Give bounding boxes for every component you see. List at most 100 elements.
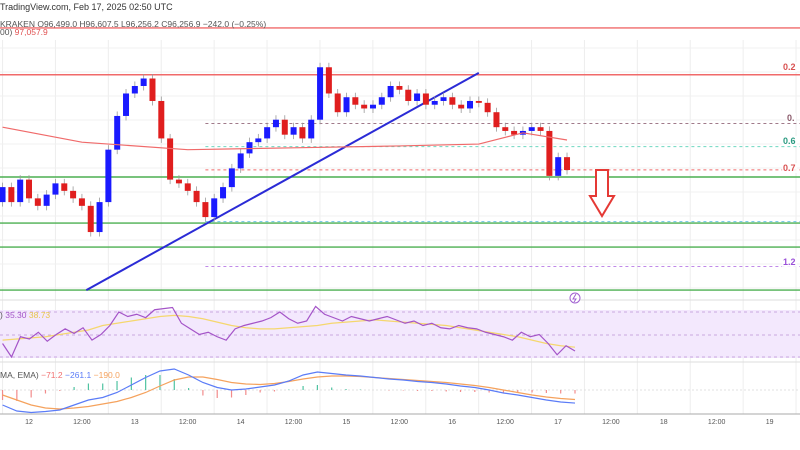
ma-value: 97,057.9 [14,27,48,37]
candle [34,198,41,206]
macd-hist-value: −71.2 [41,370,63,380]
rsi-band [0,310,800,358]
candle [458,104,465,109]
candle [334,93,341,113]
candle [431,100,438,105]
fib-label: 0.6 [782,136,797,146]
candle [281,119,288,135]
candle [317,67,324,120]
candle [564,157,571,170]
candle [484,102,491,113]
candle [343,97,350,113]
candle [17,179,24,203]
fib-label: 1.2 [782,257,797,267]
candle [511,130,518,135]
rsi-label: ) [0,310,3,320]
fib-label: 0.7 [782,163,797,173]
candle [184,183,191,191]
candle [414,93,421,101]
trendline [85,72,480,291]
candle [175,179,182,184]
candle [361,104,368,109]
x-tick-label: 14 [236,419,245,426]
x-tick-label: 12:00 [707,419,726,426]
candle [537,127,544,131]
candle [528,127,535,131]
candle [467,100,473,109]
x-tick-label: 15 [342,419,351,426]
candle [87,205,94,233]
x-tick-label: 12:00 [390,419,409,426]
candle [299,127,306,139]
candle [220,187,227,199]
candle [26,179,32,199]
candle [555,157,562,176]
candle [290,127,297,135]
x-tick-label: 12:00 [73,419,91,426]
candle [493,112,500,128]
candle [158,100,165,139]
candle [52,183,59,195]
candle [255,138,262,143]
candle [308,119,315,139]
fib-label: 0.2 [782,62,797,72]
x-tick-label: 12:00 [496,419,514,426]
candle [0,187,6,203]
macd-value: −261.1 [65,370,92,380]
x-tick-label: 13 [130,419,139,426]
ma-label: 00) [0,27,13,37]
candle [140,78,147,86]
down-arrow-annotation [588,169,616,218]
candle [131,85,138,94]
x-tick-label: 17 [554,419,562,426]
candle [396,85,403,90]
change-value: −242.0 (−0.25%) [202,19,267,29]
candle [325,67,332,94]
candle [264,127,271,139]
exchange-label: KRAKEN [0,19,35,29]
candle [43,194,50,206]
candle [96,202,103,233]
open-value: O96,499.0 [37,19,78,29]
candle [246,142,253,154]
candle [78,198,85,206]
x-tick-label: 12:00 [284,419,303,426]
macd-label: MA, EMA) [0,370,39,380]
candle [105,149,112,203]
candle [387,85,394,98]
candle [193,190,200,203]
candle [405,89,412,101]
candle [202,202,209,218]
candle [378,97,385,105]
x-tick-label: 19 [765,419,774,426]
moving-average-line [2,126,568,151]
candle [70,190,77,199]
source-watermark: TradingView.com, Feb 17, 2025 02:50 UTC [0,2,173,12]
candle [61,183,68,191]
rsi-value: 35.30 [5,310,27,320]
candle [123,93,130,116]
candle [167,138,174,180]
lightning-icon-glyph [572,293,577,303]
x-tick-label: 12:00 [602,419,620,426]
candle [369,104,376,109]
rsi-line [2,305,576,359]
x-tick-label: 16 [448,419,457,426]
lightning-icon [569,292,581,304]
signal-value: −190.0 [93,370,120,380]
low-value: L96,256.2 [121,19,159,29]
candle [546,130,553,176]
candle [114,115,121,150]
fib-label: 0. [786,113,796,123]
candle [440,97,447,101]
candle [211,198,218,218]
x-tick-label: 12 [25,419,33,426]
rsi-ma-line [2,314,576,348]
candle [237,153,244,169]
candle [272,119,279,128]
rsi-ma-value: 38.73 [28,310,51,320]
x-tick-label: 18 [659,419,668,426]
candle [422,93,429,105]
candle [228,168,235,188]
